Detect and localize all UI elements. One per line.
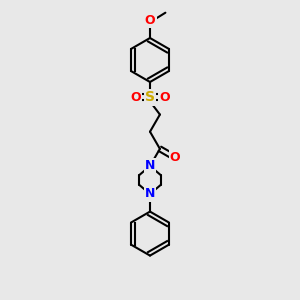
Text: N: N [145,160,155,172]
Text: O: O [130,91,141,104]
Text: N: N [145,188,155,200]
Text: O: O [159,91,169,104]
Text: S: S [145,90,155,104]
Text: O: O [170,151,181,164]
Text: O: O [145,14,155,27]
